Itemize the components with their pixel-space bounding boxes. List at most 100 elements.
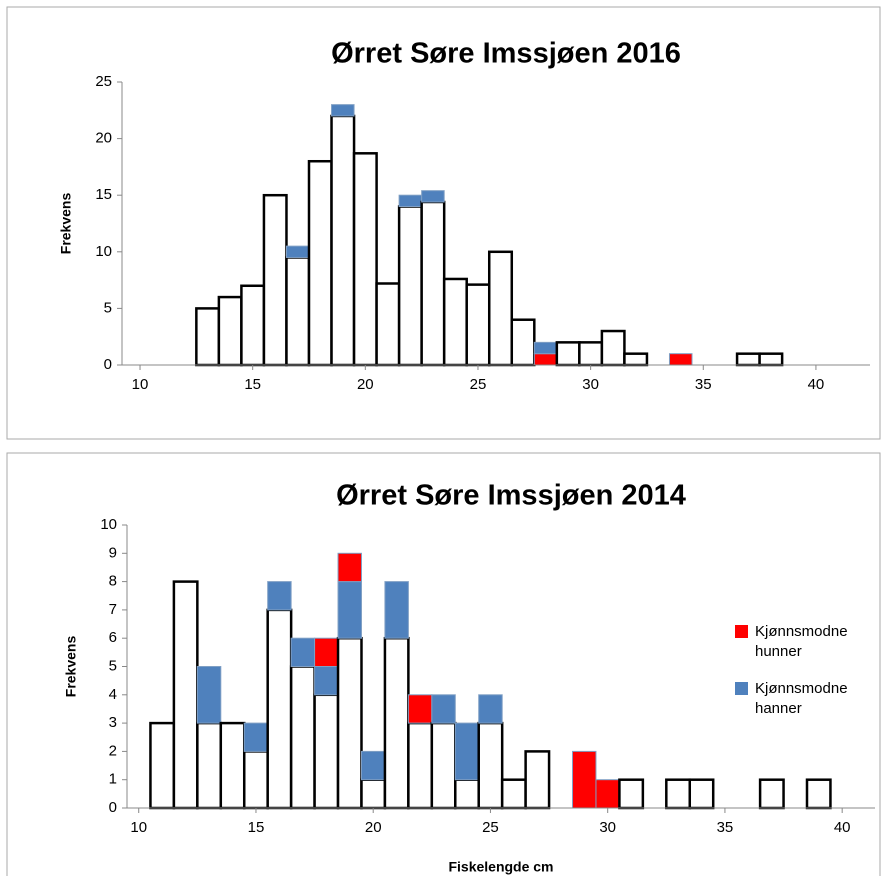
x-tick-label: 20 [357,376,374,393]
y-tick-label: 7 [109,601,117,618]
legend-label: Kjønnsmodne hanner [755,680,848,717]
y-tick-label: 2 [109,742,117,759]
bar [383,636,410,810]
x-tick-label: 20 [365,819,382,836]
bar [266,608,293,810]
bar [431,694,456,724]
bar [360,778,387,810]
y-tick-label: 0 [109,799,117,816]
bar [398,194,423,208]
y-tick-label: 8 [109,573,117,590]
legend-line: Kjønnsmodne [755,680,848,697]
y-axis-label: Frekvens [58,193,74,255]
x-axis-label: Fiskelengde cm [448,859,553,875]
x-tick-label: 30 [599,819,616,836]
bar [217,295,243,367]
bar [314,637,339,668]
chart-title: Ørret Søre Imssjøen 2014 [336,480,686,512]
bar [314,666,339,696]
y-tick-label: 25 [95,73,112,90]
y-tick-label: 5 [104,299,112,316]
bar [500,778,527,810]
bar [336,636,363,810]
bar [337,552,362,583]
bar [533,341,558,355]
y-axis-label: Frekvens [63,636,79,698]
bar [758,352,784,367]
x-tick-label: 25 [470,376,487,393]
y-tick-label: 15 [95,186,112,203]
x-tick-label: 10 [130,819,147,836]
bar [665,778,692,810]
x-tick-label: 35 [695,376,712,393]
panel [6,452,881,876]
bar [454,778,480,810]
y-tick-label: 10 [100,516,117,533]
bar [477,721,504,810]
bar [407,721,434,810]
bar [262,193,288,367]
legend-swatch [735,682,748,695]
bar [421,190,445,203]
legend-line: hunner [755,643,802,660]
bar [758,778,785,810]
y-tick-label: 6 [109,629,117,646]
bar [172,580,199,810]
bar [618,778,645,810]
bar [242,750,269,810]
bar [555,341,581,367]
bar [240,284,266,367]
bar [805,778,832,810]
bar [196,721,223,810]
bar [487,250,514,367]
bar [407,694,433,724]
bar [307,159,333,367]
bar [384,581,409,639]
bar [285,256,311,367]
bar [510,318,536,367]
bar [337,581,362,639]
x-tick-label: 40 [834,819,851,836]
y-tick-label: 5 [109,657,117,674]
bar [375,282,401,367]
bar [285,245,310,258]
bar [430,721,457,810]
y-tick-label: 9 [109,544,117,561]
bar [442,277,468,367]
x-tick-label: 40 [808,376,825,393]
x-tick-label: 10 [132,376,149,393]
x-tick-label: 15 [248,819,265,836]
y-tick-label: 20 [95,130,112,147]
y-tick-label: 1 [109,771,117,788]
bar [196,666,222,724]
bar [668,353,693,366]
bar [688,778,715,810]
bar [352,152,378,367]
x-tick-label: 15 [244,376,261,393]
bar [420,200,446,367]
bar [572,750,597,809]
panel [6,6,881,440]
x-tick-label: 25 [482,819,499,836]
legend-line: hanner [755,700,802,717]
x-tick-label: 30 [582,376,599,393]
bar [360,750,386,781]
bar [623,352,649,367]
bar [267,581,292,611]
legend-line: Kjønnsmodne [755,623,848,640]
y-tick-label: 3 [109,714,117,731]
bar [149,721,176,810]
bar [243,722,269,752]
legend-label: Kjønnsmodne hunner [755,623,848,660]
bar [524,750,551,810]
bar [330,114,356,367]
bar [454,722,480,781]
bar [397,205,423,367]
y-tick-label: 0 [104,356,112,373]
bar [219,721,246,810]
bar [289,665,316,810]
x-tick-label: 35 [717,819,734,836]
bar [313,693,340,810]
bar [595,779,620,809]
